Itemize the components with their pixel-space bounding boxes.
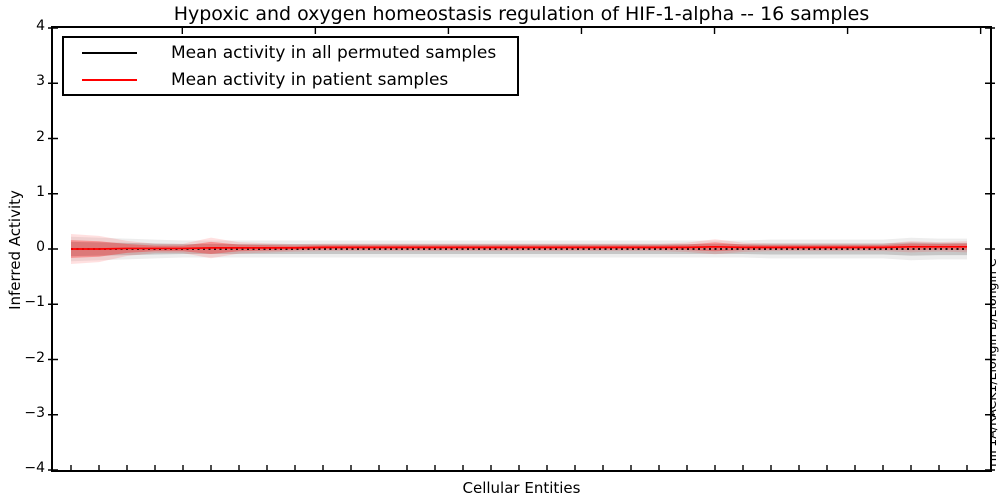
permuted-samples-spread-band — [71, 236, 967, 262]
legend-entry-patient: Mean activity in patient samples — [82, 70, 517, 90]
y-tick-label: 4 — [36, 18, 45, 34]
patient-samples-spread-band — [71, 240, 967, 258]
plot-area — [48, 26, 995, 472]
chart-title: Hypoxic and oxygen homeostasis regulatio… — [173, 3, 870, 25]
x-axis-label: Cellular Entities — [462, 479, 581, 497]
plot-canvas — [48, 27, 995, 471]
patient-samples-spread-band — [71, 233, 967, 265]
patient-mean-line — [71, 245, 967, 250]
y-tick-label: −4 — [24, 460, 45, 476]
patient-line-swatch — [82, 78, 137, 81]
legend-box: Mean activity in all permuted samples Me… — [62, 36, 519, 96]
y-tick-label: 2 — [36, 128, 45, 145]
y-tick-label: 0 — [36, 239, 45, 255]
legend-entry-permuted: Mean activity in all permuted samples — [82, 43, 517, 63]
y-tick-label: −1 — [24, 294, 45, 311]
y-tick-label: −2 — [24, 349, 45, 366]
y-tick-label: −3 — [24, 404, 45, 421]
legend-label-permuted: Mean activity in all permuted samples — [171, 42, 497, 63]
permuted-line-swatch — [82, 51, 137, 54]
legend-label-patient: Mean activity in patient samples — [171, 69, 449, 90]
y-tick-label: 1 — [36, 183, 45, 200]
y-tick-label: 3 — [36, 73, 45, 90]
permuted-samples-spread-band — [71, 241, 967, 257]
